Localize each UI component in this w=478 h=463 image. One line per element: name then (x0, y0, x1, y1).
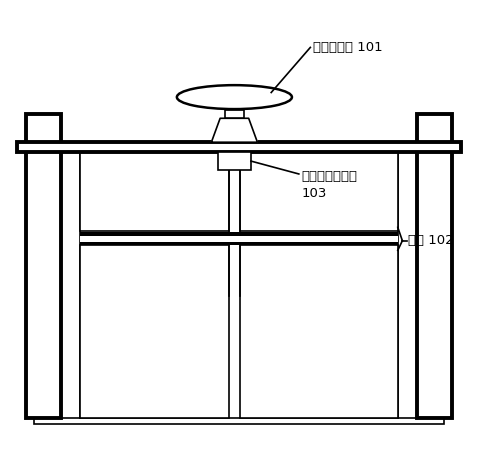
Bar (240, 152, 398, 231)
Bar (417, 114, 452, 419)
Bar (225, 110, 244, 118)
Bar (26, 114, 61, 419)
Bar (218, 152, 251, 170)
Ellipse shape (177, 85, 292, 109)
Polygon shape (211, 118, 258, 142)
Bar (240, 245, 398, 419)
Text: 激光测距传感器: 激光测距传感器 (301, 170, 357, 183)
Bar (232, 106, 237, 110)
Bar (34, 419, 444, 424)
Bar (80, 242, 398, 245)
Text: 103: 103 (301, 187, 326, 200)
Bar (80, 236, 398, 242)
Text: 闸板 102: 闸板 102 (408, 234, 454, 247)
Bar (80, 152, 229, 231)
Bar (17, 142, 461, 152)
Bar (80, 245, 229, 419)
Text: 闸门启闭机 101: 闸门启闭机 101 (313, 41, 382, 54)
Bar (80, 232, 398, 236)
